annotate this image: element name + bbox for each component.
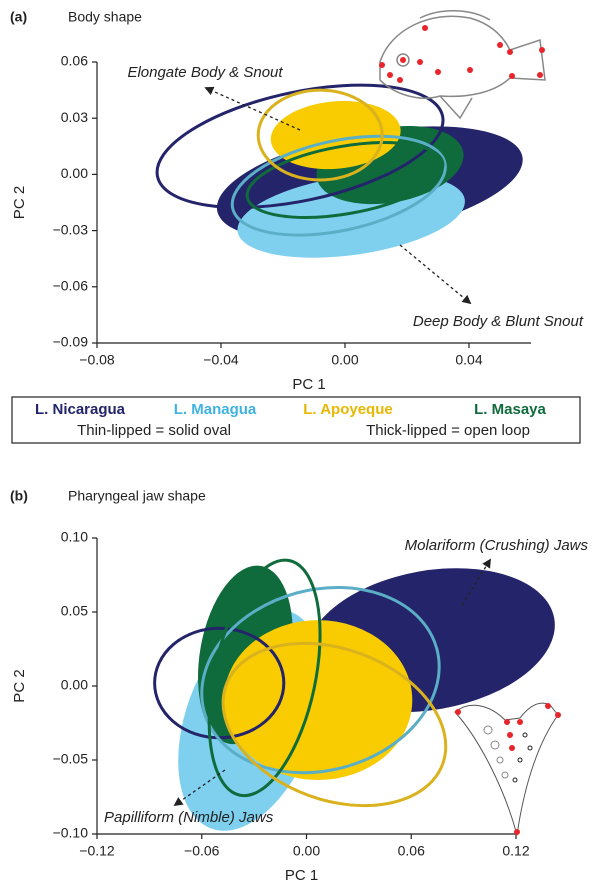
legend-note: Thick-lipped = open loop bbox=[366, 422, 530, 439]
annotation-arrow bbox=[399, 244, 472, 305]
jaw-illustration bbox=[454, 702, 561, 836]
fish-illustration bbox=[379, 10, 546, 120]
annotation: Elongate Body & Snout bbox=[127, 64, 283, 81]
legend-entry: L. Masaya bbox=[474, 401, 546, 418]
annotation: Molariform (Crushing) Jaws bbox=[405, 537, 589, 554]
y-tick-label: 0.00 bbox=[61, 165, 88, 181]
x-axis-label: PC 1 bbox=[292, 376, 325, 393]
y-tick-label: 0.05 bbox=[61, 603, 88, 619]
open-loop bbox=[245, 141, 445, 219]
solid-oval bbox=[223, 620, 413, 780]
y-tick-label: −0.03 bbox=[53, 221, 89, 237]
x-tick-label: −0.04 bbox=[203, 352, 239, 368]
open-loop bbox=[256, 88, 384, 182]
legend-box bbox=[11, 396, 581, 444]
y-tick-label: −0.05 bbox=[53, 751, 89, 767]
y-tick-label: 0.00 bbox=[61, 677, 88, 693]
y-tick-label: 0.06 bbox=[61, 53, 88, 69]
open-loop bbox=[230, 134, 447, 237]
chart-title: Pharyngeal jaw shape bbox=[68, 488, 206, 504]
open-loop bbox=[200, 585, 441, 775]
x-tick-label: 0.06 bbox=[398, 843, 425, 859]
legend-entry: L. Nicaragua bbox=[35, 401, 126, 418]
x-tick-label: 0.04 bbox=[455, 352, 482, 368]
legend-entry: L. Managua bbox=[174, 401, 257, 418]
solid-oval bbox=[270, 100, 401, 170]
x-tick-label: −0.06 bbox=[184, 843, 220, 859]
annotation-arrow bbox=[173, 769, 226, 807]
panel-label: (b) bbox=[10, 488, 28, 504]
y-tick-label: −0.09 bbox=[53, 334, 89, 350]
x-tick-label: 0.00 bbox=[293, 843, 320, 859]
y-tick-label: 0.10 bbox=[61, 529, 88, 545]
plots: (a) Body shape 0.06 0.03 0.00 −0.03 −0.06 −0.09… bbox=[10, 9, 588, 884]
panel-label: (a) bbox=[10, 9, 27, 25]
chart-title: Body shape bbox=[68, 9, 142, 25]
y-tick-label: −0.10 bbox=[53, 825, 89, 841]
x-axis-label: PC 1 bbox=[285, 867, 318, 884]
y-tick-label: 0.03 bbox=[61, 109, 88, 125]
y-tick-label: −0.06 bbox=[53, 278, 89, 294]
open-loop bbox=[155, 83, 445, 209]
y-axis-label: PC 2 bbox=[11, 186, 28, 219]
x-tick-label: 0.12 bbox=[502, 843, 529, 859]
legend-entry: L. Apoyeque bbox=[303, 401, 392, 418]
annotation-arrow bbox=[461, 558, 491, 606]
x-tick-label: −0.08 bbox=[79, 352, 115, 368]
annotation: Papilliform (Nimble) Jaws bbox=[104, 809, 274, 826]
annotation: Deep Body & Blunt Snout bbox=[413, 313, 584, 330]
legend-note: Thin-lipped = solid oval bbox=[77, 422, 231, 439]
annotation-arrow bbox=[204, 86, 301, 131]
open-loop bbox=[221, 641, 448, 808]
x-tick-label: 0.00 bbox=[331, 352, 358, 368]
open-loop bbox=[207, 558, 322, 798]
legend: L. Nicaragua L. Managua L. Apoyeque L. Masa… bbox=[11, 396, 581, 444]
y-axis-label: PC 2 bbox=[11, 669, 28, 702]
x-tick-label: −0.12 bbox=[79, 843, 115, 859]
